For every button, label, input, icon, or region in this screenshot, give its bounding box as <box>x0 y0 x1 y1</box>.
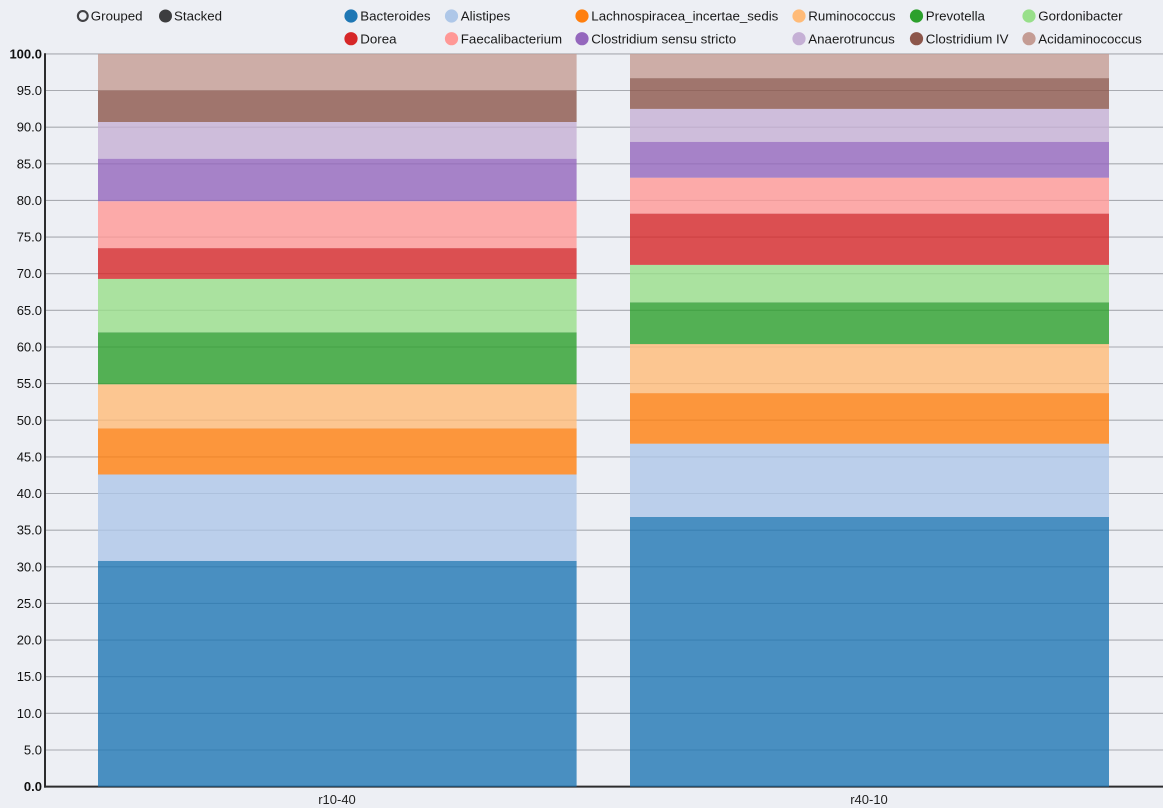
svg-text:Clostridium IV: Clostridium IV <box>926 31 1009 46</box>
svg-text:Gordonibacter: Gordonibacter <box>1038 9 1123 24</box>
svg-text:75.0: 75.0 <box>17 230 42 245</box>
svg-text:Acidaminococcus: Acidaminococcus <box>1038 31 1142 46</box>
svg-text:80.0: 80.0 <box>17 193 42 208</box>
svg-text:45.0: 45.0 <box>17 449 42 464</box>
svg-text:Anaerotruncus: Anaerotruncus <box>808 31 895 46</box>
svg-text:Dorea: Dorea <box>360 31 397 46</box>
svg-text:95.0: 95.0 <box>17 83 42 98</box>
svg-text:100.0: 100.0 <box>9 46 42 61</box>
svg-text:85.0: 85.0 <box>17 156 42 171</box>
svg-text:Stacked: Stacked <box>174 9 222 24</box>
svg-text:60.0: 60.0 <box>17 340 42 355</box>
svg-text:35.0: 35.0 <box>17 523 42 538</box>
svg-text:Faecalibacterium: Faecalibacterium <box>461 31 562 46</box>
svg-text:30.0: 30.0 <box>17 559 42 574</box>
svg-text:20.0: 20.0 <box>17 633 42 648</box>
svg-text:r10-40: r10-40 <box>318 792 356 807</box>
svg-text:r40-10: r40-10 <box>850 792 888 807</box>
svg-text:Alistipes: Alistipes <box>461 9 511 24</box>
svg-text:5.0: 5.0 <box>24 743 42 758</box>
svg-text:15.0: 15.0 <box>17 669 42 684</box>
svg-text:50.0: 50.0 <box>17 413 42 428</box>
svg-text:Grouped: Grouped <box>91 9 143 24</box>
svg-text:0.0: 0.0 <box>24 779 42 794</box>
svg-text:Prevotella: Prevotella <box>926 9 986 24</box>
svg-text:55.0: 55.0 <box>17 376 42 391</box>
svg-text:65.0: 65.0 <box>17 303 42 318</box>
svg-text:Clostridium sensu stricto: Clostridium sensu stricto <box>591 31 736 46</box>
svg-text:10.0: 10.0 <box>17 706 42 721</box>
svg-text:Bacteroides: Bacteroides <box>360 9 431 24</box>
svg-text:90.0: 90.0 <box>17 120 42 135</box>
svg-text:70.0: 70.0 <box>17 266 42 281</box>
svg-text:25.0: 25.0 <box>17 596 42 611</box>
svg-text:Ruminococcus: Ruminococcus <box>808 9 896 24</box>
svg-text:Lachnospiracea_incertae_sedis: Lachnospiracea_incertae_sedis <box>591 9 778 24</box>
svg-text:40.0: 40.0 <box>17 486 42 501</box>
